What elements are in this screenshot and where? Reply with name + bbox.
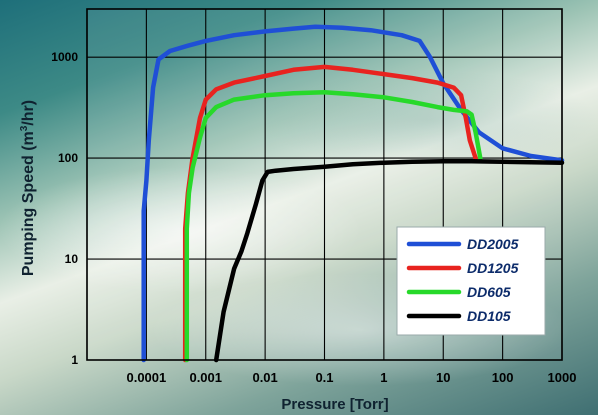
series-layer: [141, 24, 565, 363]
x-tick-label: 100: [492, 370, 514, 385]
x-tick-label: 0.01: [252, 370, 277, 385]
axes: [86, 8, 563, 361]
legend-label-dd1205: DD1205: [467, 260, 519, 276]
y-tick-label: 1000: [51, 50, 78, 64]
x-tick-label: 1000: [548, 370, 577, 385]
x-tick-label: 0.0001: [126, 370, 166, 385]
y-axis-label-end: /hr): [20, 100, 37, 126]
series-line-dd605: [184, 89, 483, 363]
x-tick-label: 0.001: [189, 370, 222, 385]
x-tick-label: 0.1: [315, 370, 333, 385]
y-axis-label-sup: 3: [19, 125, 30, 131]
x-tick-label: 1: [380, 370, 387, 385]
tick-labels: 0.0001 0.001 0.01 0.1 1 10 100 1000 1 10 100 1000: [51, 50, 576, 385]
y-axis-label-main: Pumping Speed (m: [20, 131, 37, 276]
legend-label-dd105: DD105: [467, 308, 511, 324]
y-tick-label: 100: [58, 151, 78, 165]
y-tick-label: 1: [71, 353, 78, 367]
legend-label-dd2005: DD2005: [467, 236, 519, 252]
y-axis-label: Pumping Speed (m3/hr): [19, 100, 37, 276]
x-axis-label: Pressure [Torr]: [281, 396, 388, 413]
x-tick-label: 10: [436, 370, 450, 385]
legend: DD2005 DD1205 DD605 DD105: [396, 226, 546, 336]
plot-frame: [86, 8, 563, 361]
y-tick-label: 10: [65, 252, 79, 266]
series-line-dd105: [213, 159, 565, 363]
legend-label-dd605: DD605: [467, 284, 511, 300]
series-line-dd1205: [182, 64, 478, 363]
